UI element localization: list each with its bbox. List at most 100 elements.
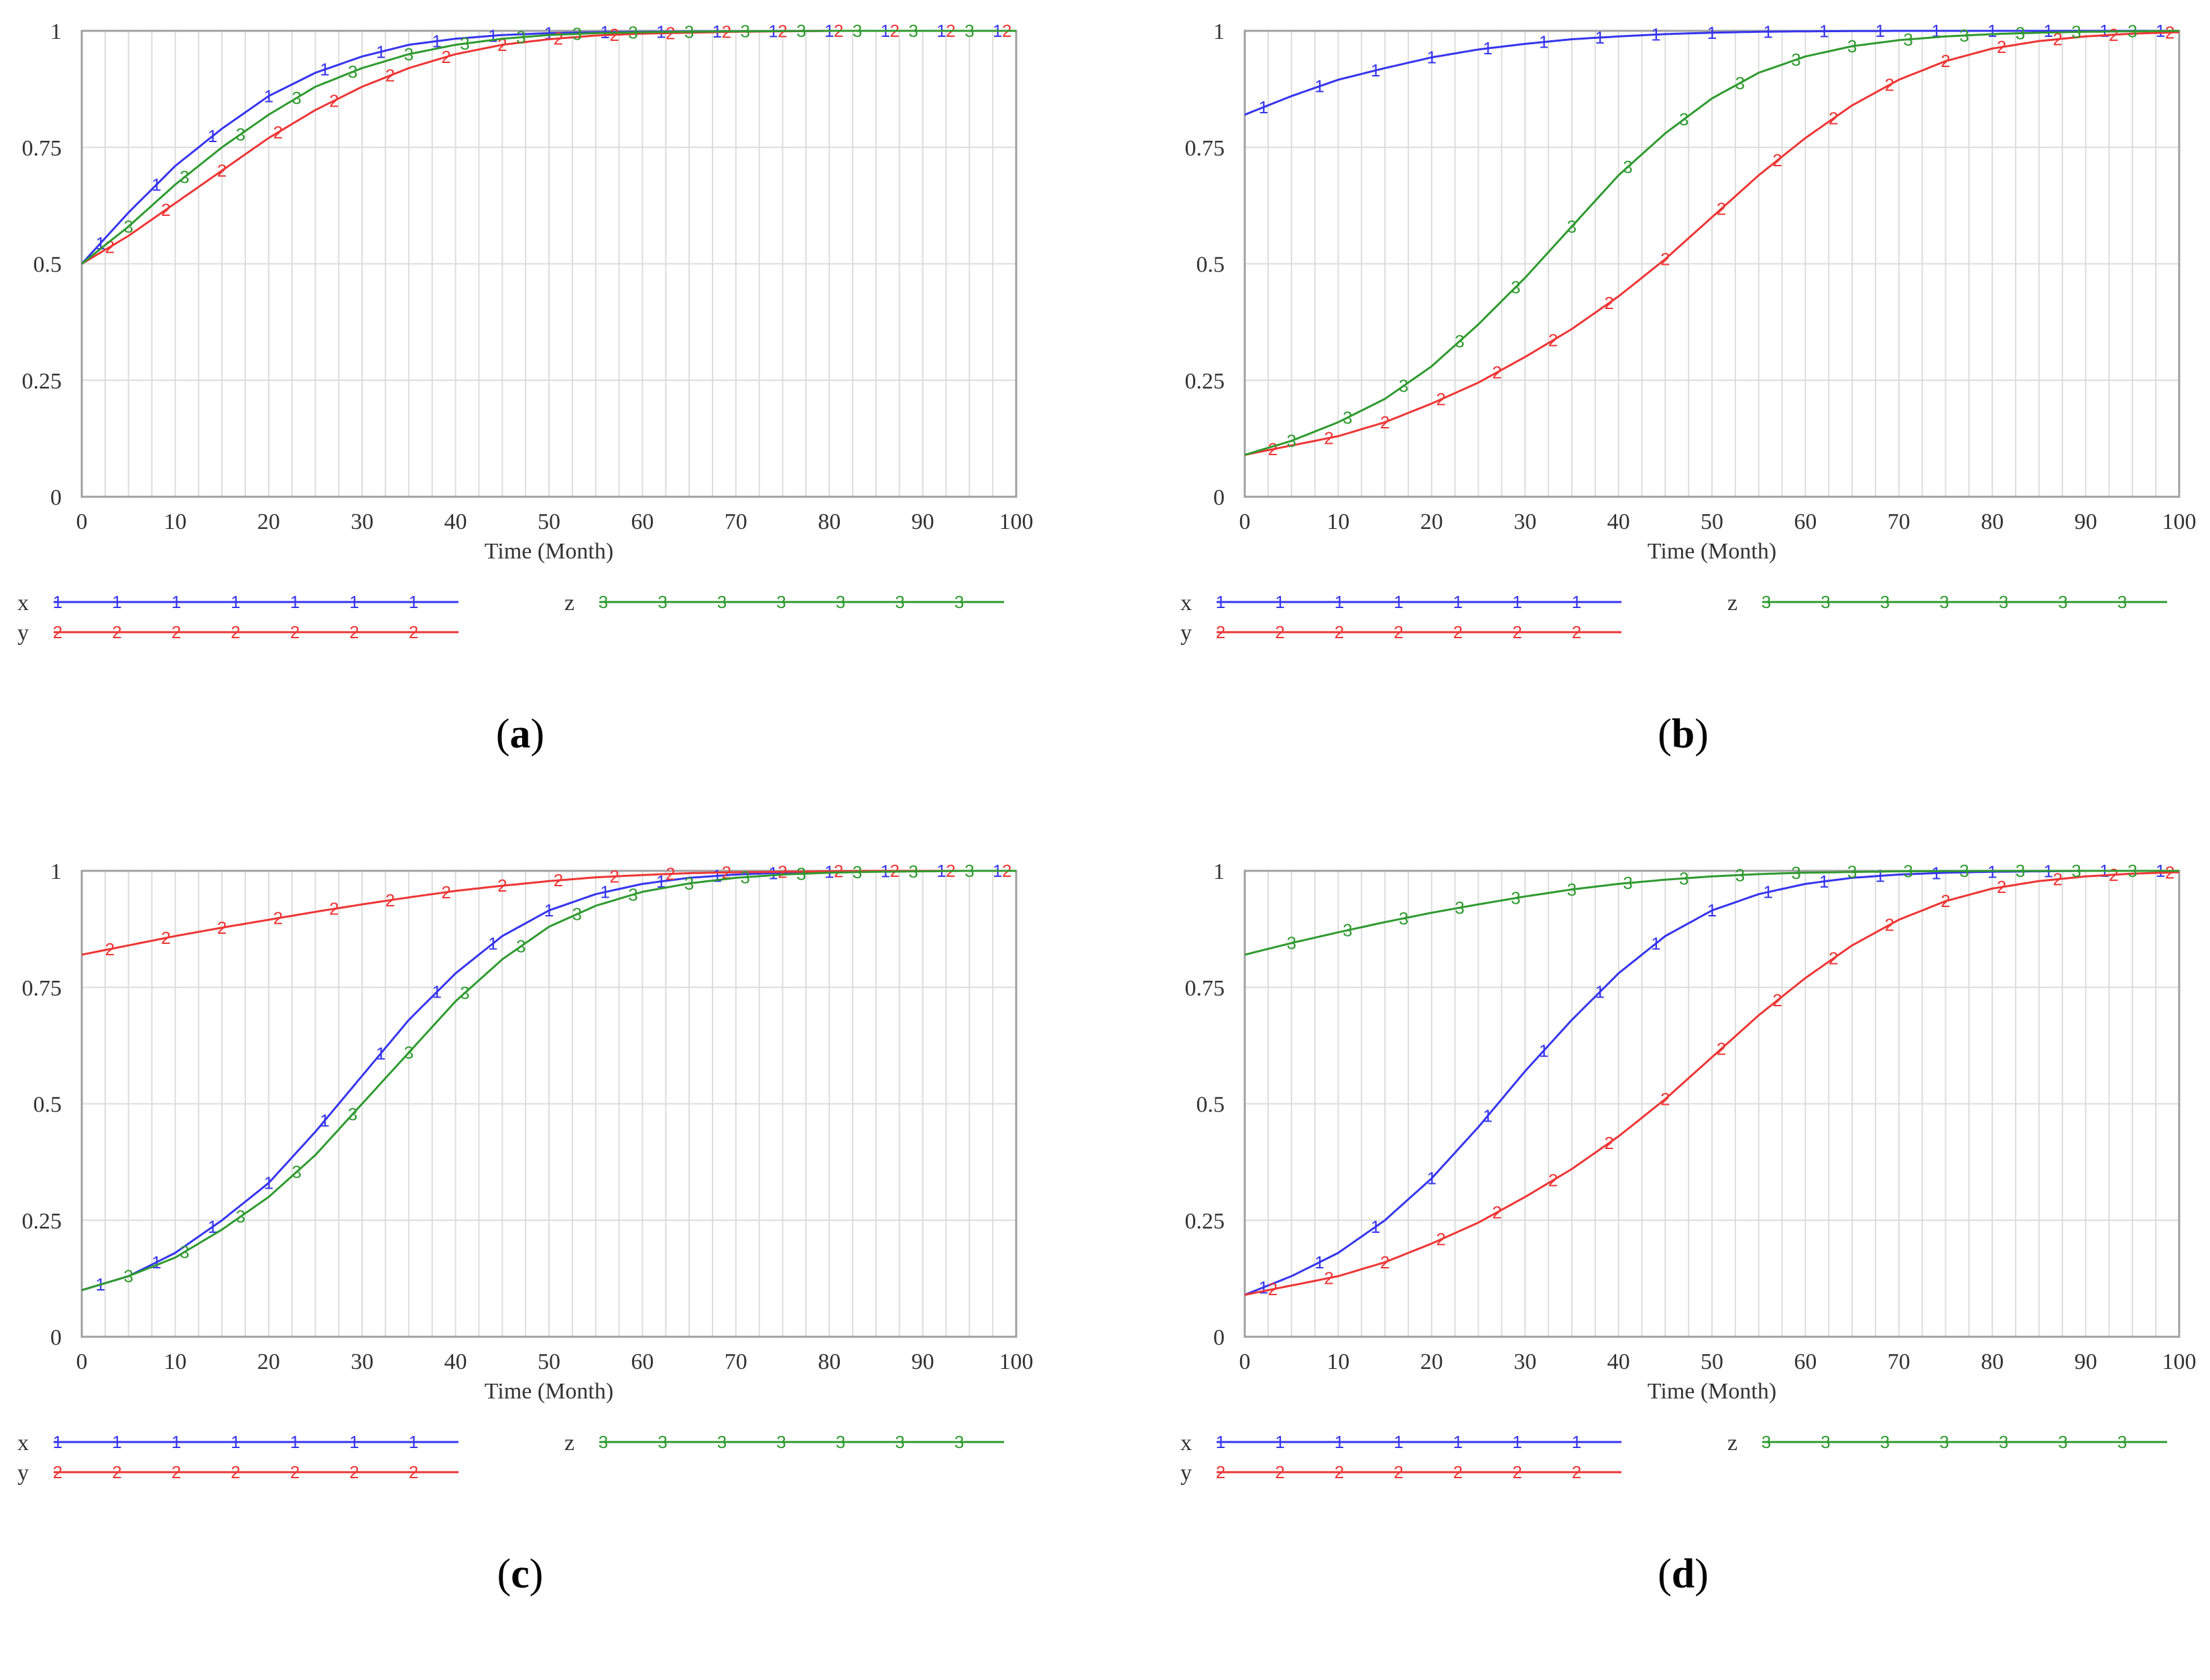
panel-label-d: (d) bbox=[1658, 1551, 1709, 1597]
series-marker-z: 3 bbox=[1623, 873, 1632, 893]
legend-marker-z: 3 bbox=[1999, 1432, 2008, 1452]
y-tick-label: 0.75 bbox=[1185, 136, 1225, 161]
series-marker-x: 1 bbox=[1595, 27, 1604, 48]
legend-marker-y: 2 bbox=[1572, 622, 1581, 642]
panel-b: 0 0.25 0.5 0.75 1 0 10 20 30 40 50 60 70 80 90 100 Time … bbox=[1163, 0, 2210, 840]
legend-marker-x: 1 bbox=[112, 1432, 121, 1452]
series-marker-y: 2 bbox=[2053, 29, 2063, 50]
legend-marker-y: 2 bbox=[1394, 622, 1403, 642]
series-marker-z: 3 bbox=[1735, 73, 1745, 93]
x-tick-label: 50 bbox=[538, 509, 560, 534]
series-line-z bbox=[81, 29, 1016, 265]
legend-marker-x: 1 bbox=[1453, 1432, 1463, 1452]
series-marker-x: 1 bbox=[600, 882, 609, 902]
panel-label-a: (a) bbox=[495, 711, 545, 757]
series-marker-y: 2 bbox=[1717, 1038, 1726, 1059]
series-marker-x: 1 bbox=[1314, 76, 1324, 97]
series-marker-x: 1 bbox=[1259, 1277, 1268, 1297]
x-tick-label: 0 bbox=[1239, 1349, 1251, 1374]
x-tick-label: 100 bbox=[999, 1349, 1034, 1374]
series-marker-x: 1 bbox=[376, 42, 385, 62]
series-marker-y: 2 bbox=[1380, 1252, 1390, 1272]
series-marker-y: 2 bbox=[554, 870, 563, 890]
series-marker-z: 3 bbox=[516, 27, 526, 48]
x-tick-label: 80 bbox=[1981, 509, 2004, 534]
series-marker-z: 3 bbox=[853, 21, 862, 41]
series-marker-y: 2 bbox=[1604, 293, 1613, 313]
series-marker-z: 3 bbox=[2128, 21, 2137, 42]
legend-marker-y: 2 bbox=[1216, 1462, 1225, 1482]
x-tick-label: 50 bbox=[538, 1349, 560, 1374]
legend-marker-y: 2 bbox=[1216, 622, 1225, 642]
series-marker-z: 3 bbox=[1735, 865, 1745, 885]
series-marker-x: 1 bbox=[1987, 21, 1997, 41]
y-tick-label: 0.5 bbox=[34, 1093, 62, 1118]
legend-marker-y: 2 bbox=[1335, 1462, 1344, 1482]
legend-label-z: z bbox=[564, 591, 574, 615]
x-tick-label: 30 bbox=[351, 509, 373, 534]
legend-marker-y: 2 bbox=[349, 1462, 359, 1482]
x-tick-label: 60 bbox=[631, 1349, 654, 1374]
panel-label-c: (c) bbox=[497, 1551, 544, 1597]
legend-marker-y: 2 bbox=[290, 622, 300, 642]
x-tick-label: 10 bbox=[164, 509, 186, 534]
legend-marker-x: 1 bbox=[231, 1432, 240, 1452]
series-marker-z: 3 bbox=[2128, 861, 2137, 881]
series-marker-x: 1 bbox=[1931, 21, 1941, 41]
legend-marker-y: 2 bbox=[409, 1462, 418, 1482]
series-marker-x: 1 bbox=[208, 126, 217, 146]
legend-marker-z: 3 bbox=[658, 592, 667, 612]
legend-marker-z: 3 bbox=[2058, 592, 2067, 612]
series-marker-x: 1 bbox=[1819, 21, 1829, 42]
series-marker-z: 3 bbox=[1455, 331, 1464, 351]
legend-label-y: y bbox=[1180, 1461, 1192, 1486]
series-marker-y: 2 bbox=[1772, 990, 1782, 1010]
legend-marker-z: 3 bbox=[1821, 592, 1830, 612]
series-marker-z: 3 bbox=[1567, 217, 1577, 237]
legend-marker-y: 2 bbox=[53, 622, 62, 642]
series-marker-z: 3 bbox=[1847, 862, 1857, 882]
series-marker-z: 3 bbox=[684, 874, 694, 894]
x-tick-label: 30 bbox=[1514, 509, 1536, 534]
series-marker-x: 1 bbox=[2044, 21, 2053, 41]
legend-marker-z: 3 bbox=[1880, 1432, 1890, 1452]
legend-marker-x: 1 bbox=[1512, 1432, 1522, 1452]
series-marker-y: 2 bbox=[1660, 249, 1670, 269]
series-marker-z: 3 bbox=[460, 34, 469, 54]
series-marker-x: 1 bbox=[1371, 1217, 1380, 1237]
legend-marker-z: 3 bbox=[717, 592, 727, 612]
series-marker-y: 2 bbox=[1604, 1133, 1613, 1153]
series-marker-y: 2 bbox=[385, 890, 395, 910]
legend-marker-x: 1 bbox=[1512, 592, 1522, 612]
legend-marker-z: 3 bbox=[1939, 1432, 1949, 1452]
series-marker-z: 3 bbox=[1511, 277, 1520, 297]
legend-marker-y: 2 bbox=[1572, 1462, 1581, 1482]
series-marker-z: 3 bbox=[1679, 109, 1689, 129]
legend-label-y: y bbox=[17, 1461, 29, 1486]
series-marker-y: 2 bbox=[554, 28, 563, 48]
legend-marker-x: 1 bbox=[290, 592, 300, 612]
legend-marker-x: 1 bbox=[1335, 1432, 1344, 1452]
series-marker-x: 1 bbox=[96, 233, 105, 253]
series-marker-z: 3 bbox=[908, 861, 918, 882]
series-marker-z: 3 bbox=[1286, 431, 1296, 451]
legend-marker-x: 1 bbox=[409, 1432, 418, 1452]
series-marker-y: 2 bbox=[1380, 412, 1390, 432]
series-marker-x: 1 bbox=[432, 982, 441, 1002]
series-marker-x: 1 bbox=[1651, 933, 1660, 953]
legend-marker-z: 3 bbox=[1762, 592, 1771, 612]
series-marker-z: 3 bbox=[908, 21, 918, 41]
series-marker-x: 1 bbox=[1483, 38, 1492, 58]
legend-label-z: z bbox=[1727, 591, 1737, 615]
legend-marker-z: 3 bbox=[658, 1432, 667, 1452]
series-marker-y: 2 bbox=[1885, 915, 1894, 935]
x-tick-label: 60 bbox=[631, 509, 654, 534]
x-tick-label: 40 bbox=[444, 509, 467, 534]
series-marker-z: 3 bbox=[572, 24, 582, 44]
series-marker-z: 3 bbox=[460, 983, 469, 1003]
legend-marker-x: 1 bbox=[112, 592, 121, 612]
series-line-y bbox=[81, 869, 1016, 956]
series-marker-z: 3 bbox=[236, 1207, 245, 1227]
